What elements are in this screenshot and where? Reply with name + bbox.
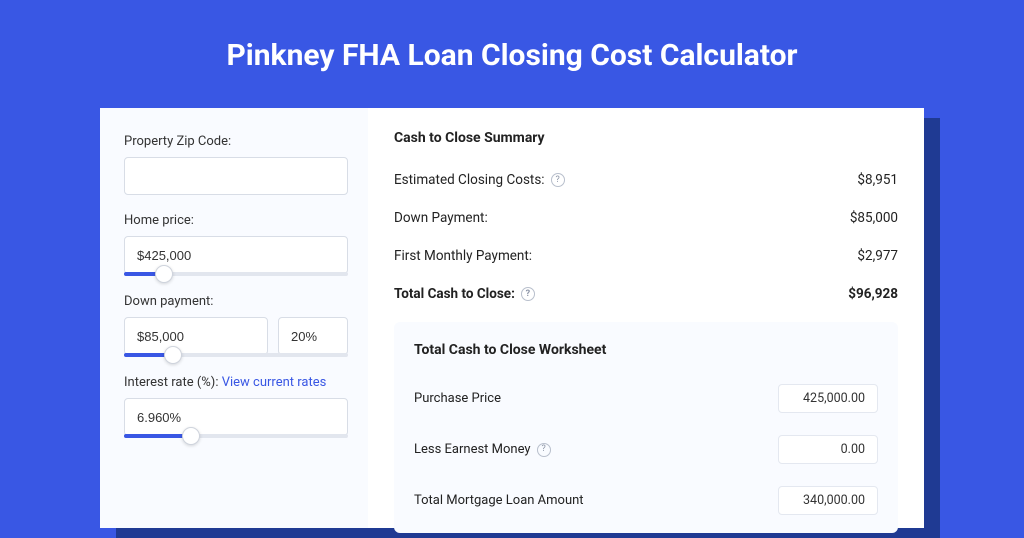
summary-row-label-text: Estimated Closing Costs: xyxy=(394,172,545,188)
summary-row-label: First Monthly Payment: xyxy=(394,248,532,264)
home-price-label: Home price: xyxy=(124,213,348,228)
worksheet-row-label-text: Less Earnest Money xyxy=(414,442,531,457)
worksheet-row: Total Mortgage Loan Amount 340,000.00 xyxy=(414,478,878,529)
worksheet-row-value: 0.00 xyxy=(778,435,878,464)
worksheet-title: Total Cash to Close Worksheet xyxy=(414,342,878,358)
interest-rate-slider[interactable] xyxy=(124,434,348,438)
worksheet-row: Less Earnest Money? 0.00 xyxy=(414,427,878,478)
interest-rate-label: Interest rate (%): View current rates xyxy=(124,375,348,390)
summary-title: Cash to Close Summary xyxy=(394,130,898,146)
down-payment-input[interactable] xyxy=(124,317,268,355)
zip-label: Property Zip Code: xyxy=(124,134,348,149)
calculator-card: Property Zip Code: Home price: Down paym… xyxy=(100,108,924,528)
summary-row-value: $8,951 xyxy=(857,172,898,188)
summary-row: Estimated Closing Costs:? $8,951 xyxy=(394,164,898,202)
worksheet-row: Purchase Price 425,000.00 xyxy=(414,376,878,427)
summary-row-label: Total Cash to Close:? xyxy=(394,286,535,302)
help-icon[interactable]: ? xyxy=(521,287,535,301)
slider-thumb[interactable] xyxy=(164,346,182,364)
help-icon[interactable]: ? xyxy=(551,173,565,187)
worksheet-row-value: 340,000.00 xyxy=(778,486,878,515)
summary-row-label-text: Down Payment: xyxy=(394,210,488,226)
worksheet-row-label: Total Mortgage Loan Amount xyxy=(414,493,584,508)
summary-row: Total Cash to Close:? $96,928 xyxy=(394,278,898,316)
slider-fill xyxy=(124,434,191,438)
worksheet-panel: Total Cash to Close Worksheet Purchase P… xyxy=(394,322,898,533)
interest-rate-input[interactable] xyxy=(124,398,348,436)
help-icon[interactable]: ? xyxy=(537,443,551,457)
worksheet-row-label-text: Purchase Price xyxy=(414,391,501,406)
view-rates-link[interactable]: View current rates xyxy=(222,375,327,390)
field-down-payment: Down payment: xyxy=(124,294,348,357)
down-payment-pct-input[interactable] xyxy=(278,317,348,355)
summary-row-label: Down Payment: xyxy=(394,210,488,226)
home-price-slider[interactable] xyxy=(124,272,348,276)
summary-list: Estimated Closing Costs:? $8,951 Down Paym… xyxy=(394,164,898,316)
summary-row-value: $2,977 xyxy=(857,248,898,264)
summary-row-value: $96,928 xyxy=(848,286,898,302)
summary-row-label-text: First Monthly Payment: xyxy=(394,248,532,264)
page-title: Pinkney FHA Loan Closing Cost Calculator xyxy=(0,0,1024,101)
form-panel: Property Zip Code: Home price: Down paym… xyxy=(100,108,368,528)
field-interest-rate: Interest rate (%): View current rates xyxy=(124,375,348,438)
worksheet-list: Purchase Price 425,000.00 Less Earnest Mon… xyxy=(414,376,878,529)
worksheet-row-label-text: Total Mortgage Loan Amount xyxy=(414,493,584,508)
down-payment-label: Down payment: xyxy=(124,294,348,309)
worksheet-row-label: Less Earnest Money? xyxy=(414,442,551,457)
field-zip: Property Zip Code: xyxy=(124,134,348,195)
summary-row: Down Payment: $85,000 xyxy=(394,202,898,240)
slider-thumb[interactable] xyxy=(182,427,200,445)
worksheet-row-value: 425,000.00 xyxy=(778,384,878,413)
summary-row-label-text: Total Cash to Close: xyxy=(394,286,515,302)
worksheet-row-label: Purchase Price xyxy=(414,391,501,406)
results-panel: Cash to Close Summary Estimated Closing … xyxy=(368,108,924,528)
zip-input[interactable] xyxy=(124,157,348,195)
summary-row-value: $85,000 xyxy=(850,210,898,226)
down-payment-slider[interactable] xyxy=(124,353,348,357)
interest-rate-label-text: Interest rate (%): xyxy=(124,375,218,390)
summary-row-label: Estimated Closing Costs:? xyxy=(394,172,565,188)
slider-thumb[interactable] xyxy=(155,265,173,283)
field-home-price: Home price: xyxy=(124,213,348,276)
summary-row: First Monthly Payment: $2,977 xyxy=(394,240,898,278)
